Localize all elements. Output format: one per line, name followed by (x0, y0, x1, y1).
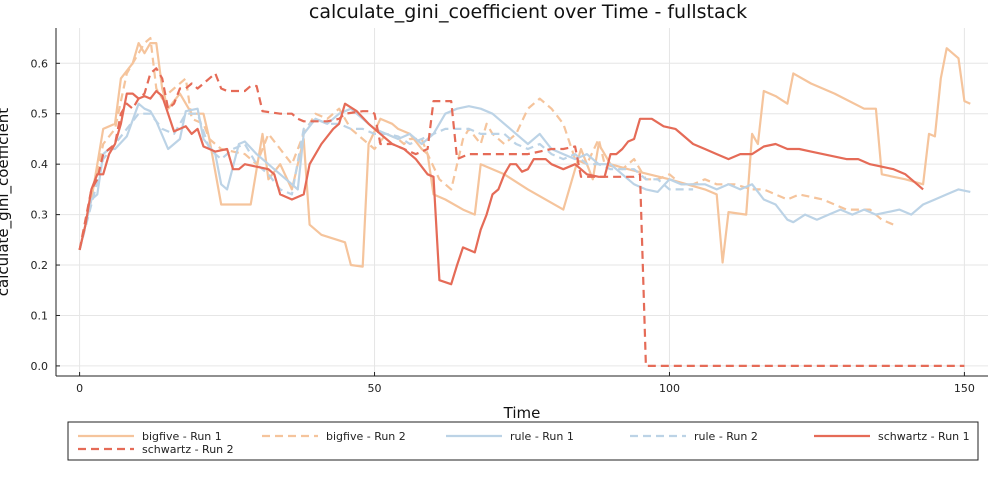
x-tick-label: 0 (76, 382, 83, 395)
legend-label-bigfive-run-1: bigfive - Run 1 (142, 430, 222, 443)
y-axis-label: calculate_gini_coefficient (0, 108, 13, 296)
series-line-schwartz-run-2 (78, 67, 965, 367)
chart-title: calculate_gini_coefficient over Time - f… (309, 1, 747, 23)
y-tick-label: 0.4 (31, 158, 49, 171)
series-line-rule-run-2 (78, 112, 694, 251)
series-line-rule-run-1 (78, 102, 971, 251)
tick-labels: 0 50 100 150 0.0 0.1 0.2 0.3 0.4 0.5 0.6 (31, 57, 975, 395)
series-line-schwartz-run-1 (78, 89, 924, 286)
y-tick-label: 0.2 (31, 259, 49, 272)
y-tick-label: 0.6 (31, 57, 49, 70)
grid (56, 28, 988, 376)
y-tick-label: 0.0 (31, 360, 49, 373)
legend: bigfive - Run 1 bigfive - Run 2 rule - Run… (67, 421, 979, 461)
x-axis-label: Time (503, 404, 541, 422)
x-tick-label: 50 (368, 382, 382, 395)
x-tick-label: 100 (659, 382, 680, 395)
legend-label-bigfive-run-2: bigfive - Run 2 (326, 430, 406, 443)
y-tick-label: 0.5 (31, 108, 49, 121)
y-tick-label: 0.1 (31, 309, 49, 322)
legend-label-schwartz-run-2: schwartz - Run 2 (142, 443, 234, 456)
legend-label-rule-run-1: rule - Run 1 (510, 430, 574, 443)
legend-label-rule-run-2: rule - Run 2 (694, 430, 758, 443)
series-layer (78, 37, 971, 367)
legend-label-schwartz-run-1: schwartz - Run 1 (878, 430, 970, 443)
axes (55, 28, 988, 377)
x-tick-label: 150 (954, 382, 975, 395)
legend-box (67, 421, 979, 461)
series-line-bigfive-run-1 (78, 42, 971, 268)
y-tick-label: 0.3 (31, 209, 49, 222)
series-line-bigfive-run-2 (78, 37, 895, 251)
